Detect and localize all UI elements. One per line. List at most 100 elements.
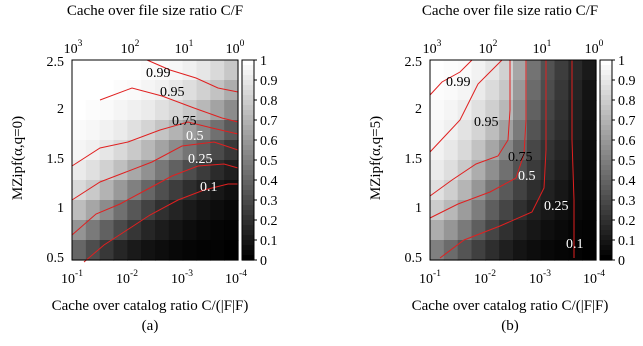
heatmap-cell xyxy=(526,80,542,101)
heatmap-cell xyxy=(568,200,583,221)
colorbar-step xyxy=(600,95,612,101)
heatmap-cell xyxy=(210,200,225,221)
heatmap-cell xyxy=(196,80,211,101)
heatmap-cell xyxy=(85,200,101,221)
heatmap-cell xyxy=(182,180,198,201)
heatmap-cell xyxy=(485,220,500,241)
heatmap-cell xyxy=(554,80,569,101)
heatmap-cell xyxy=(155,240,170,261)
heatmap-cell xyxy=(457,140,473,161)
heatmap-cell xyxy=(457,240,473,261)
colorbar-step xyxy=(600,110,612,116)
heatmap-cell xyxy=(457,80,473,101)
heatmap-cell xyxy=(513,220,528,241)
heatmap-cell xyxy=(127,180,142,201)
heatmap-cell xyxy=(113,80,128,101)
heatmap-cell xyxy=(471,180,486,201)
bottom-tick-label: 10-3 xyxy=(529,269,551,287)
heatmap-cell xyxy=(155,220,170,241)
panel-caption: (b) xyxy=(501,318,519,334)
heatmap-cell xyxy=(582,180,597,201)
colorbar-tick-label: 0.5 xyxy=(260,154,278,169)
heatmap-cell xyxy=(85,80,101,101)
heatmap-cell xyxy=(430,240,445,261)
colorbar-tick-label: 0.8 xyxy=(618,94,636,109)
contour-lines xyxy=(71,59,239,263)
contour-lines xyxy=(429,59,575,259)
colorbar-step xyxy=(242,100,254,106)
colorbar-tick-label: 0.1 xyxy=(260,234,278,249)
contour-line-0.5 xyxy=(71,141,239,201)
colorbar-step xyxy=(600,150,612,156)
heatmap-cell xyxy=(141,240,156,261)
colorbar-step xyxy=(242,185,254,191)
contour-label: 0.5 xyxy=(518,169,536,184)
colorbar-tick-label: 0.3 xyxy=(618,194,636,209)
heatmap-cell xyxy=(210,80,225,101)
contour-line-0.99 xyxy=(146,59,239,93)
contour-label: 0.95 xyxy=(160,85,185,100)
heatmap-cell xyxy=(85,120,101,141)
colorbar-step xyxy=(242,150,254,156)
heatmap-cell xyxy=(554,120,569,141)
colorbar-step xyxy=(242,90,254,96)
heatmap-cell xyxy=(85,100,101,121)
heatmap-cell xyxy=(113,240,128,261)
heatmap-cell xyxy=(457,180,473,201)
heatmap-cell xyxy=(430,200,445,221)
heatmap-cell xyxy=(72,240,87,261)
heatmap-cell xyxy=(85,160,101,181)
contour-line-0.95 xyxy=(99,87,239,123)
heatmap-cell xyxy=(526,120,542,141)
heatmap-cell xyxy=(457,60,473,81)
colorbar-step xyxy=(600,215,612,221)
heatmap-cell xyxy=(471,120,486,141)
heatmap-cell xyxy=(155,160,170,181)
heatmap-cell xyxy=(127,200,142,221)
colorbar-step xyxy=(242,180,254,186)
bottom-tick-label: 10-4 xyxy=(583,269,605,287)
heatmap-cell xyxy=(85,60,101,81)
contour-label: 0.1 xyxy=(200,180,218,195)
contour-label: 0.1 xyxy=(566,237,584,252)
heatmap-cell xyxy=(499,120,514,141)
heatmap-cell xyxy=(582,200,597,221)
y-tick-label: 2.5 xyxy=(47,55,65,70)
contour-label: 0.75 xyxy=(508,150,533,165)
heatmap-cell xyxy=(430,140,445,161)
contour-label: 0.95 xyxy=(474,115,499,130)
colorbar-step xyxy=(600,145,612,151)
heatmap-cell xyxy=(196,220,211,241)
top-tick-label: 103 xyxy=(423,39,442,57)
heatmap-cell xyxy=(141,140,156,161)
colorbar-step xyxy=(242,105,254,111)
colorbar-step xyxy=(600,255,612,261)
contour-line-0.75 xyxy=(71,121,239,167)
colorbar-tick-label: 0.2 xyxy=(618,214,636,229)
heatmap-cell xyxy=(485,80,500,101)
heatmap-cell xyxy=(526,100,542,121)
colorbar-step xyxy=(600,195,612,201)
heatmap-cell xyxy=(485,120,500,141)
heatmap-cell xyxy=(540,100,556,121)
heatmap-cell xyxy=(224,120,239,141)
colorbar-tick-label: 0.1 xyxy=(618,234,636,249)
y-tick-label: 2 xyxy=(415,102,422,117)
y-tick-label: 0.5 xyxy=(47,251,65,266)
heatmap-cell xyxy=(457,120,473,141)
colorbar-step xyxy=(242,125,254,131)
colorbar-step xyxy=(242,205,254,211)
colorbar-step xyxy=(600,105,612,111)
contour-line-0.1 xyxy=(83,183,238,263)
colorbar-step xyxy=(242,115,254,121)
colorbar-step xyxy=(600,100,612,106)
heatmap-cell xyxy=(168,180,184,201)
heatmap-cell xyxy=(554,100,569,121)
heatmap-cell xyxy=(224,100,239,121)
heatmap-cell xyxy=(443,100,459,121)
colorbar-tick-labels: 1 0.9 0.8 0.7 0.6 0.5 0.4 0.3 0.2 0.1 0 xyxy=(612,54,636,269)
heatmap-cell xyxy=(568,120,583,141)
top-tick-label: 103 xyxy=(64,39,83,57)
colorbar-step xyxy=(242,235,254,241)
heatmap-cell xyxy=(540,220,556,241)
